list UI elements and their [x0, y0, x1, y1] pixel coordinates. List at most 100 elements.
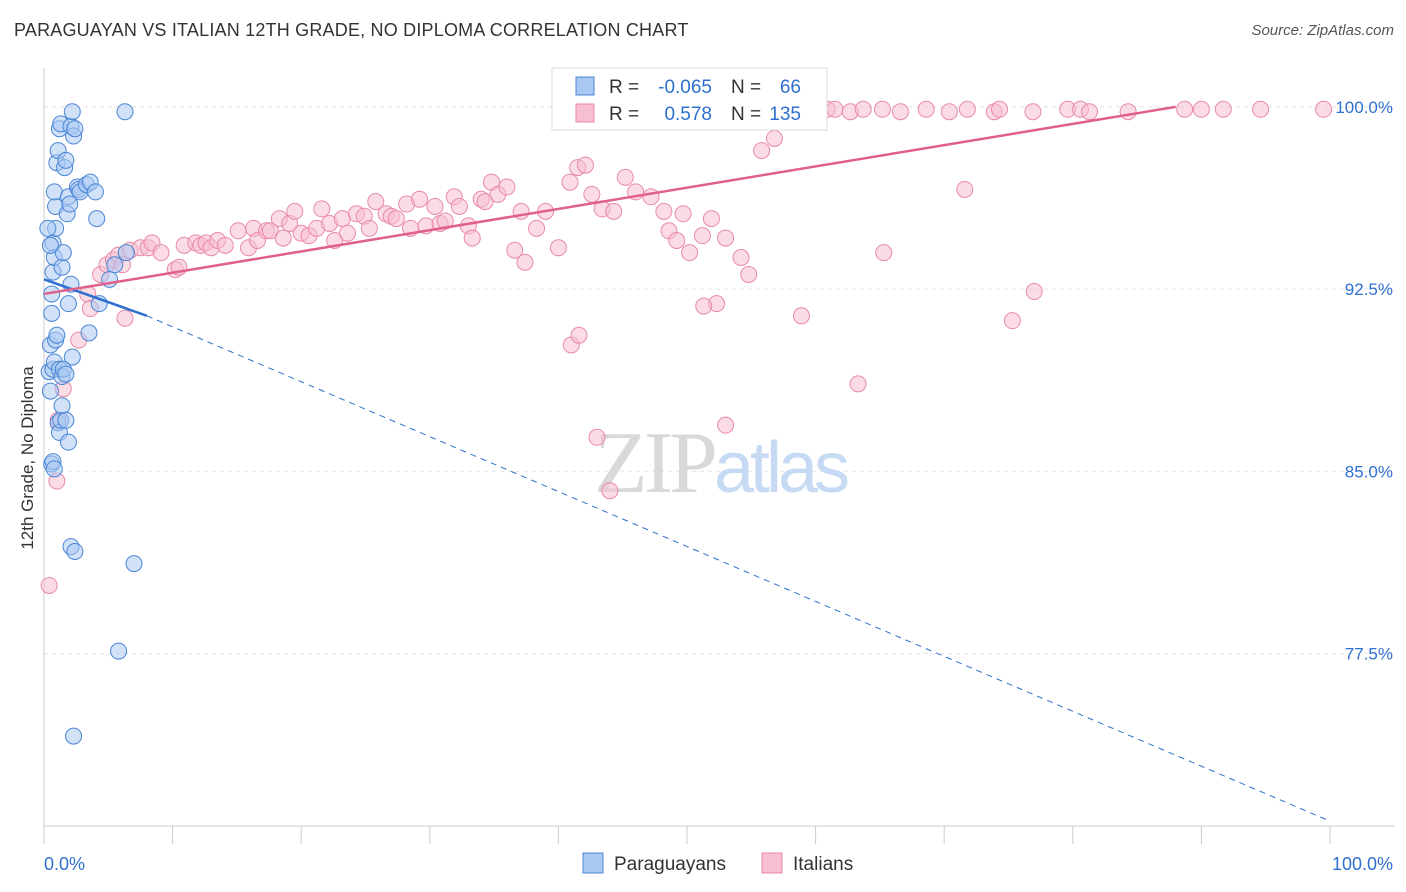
paraguayan-point [66, 120, 84, 138]
italian-point [958, 100, 976, 118]
paraguayan-point [80, 324, 98, 342]
paraguayan-point [57, 365, 75, 383]
italian-point [516, 253, 534, 271]
paraguayans-series [39, 103, 143, 745]
grid-lines [44, 106, 1395, 655]
italian-point [674, 205, 692, 223]
y-tick-label: 77.5% [1345, 645, 1393, 664]
italian-point [668, 231, 686, 249]
legend-n-value-2: 135 [769, 104, 801, 125]
paraguayan-point [53, 397, 71, 415]
legend-r-value-1: -0.065 [658, 77, 712, 98]
italian-point [616, 168, 634, 186]
italian-point [891, 103, 909, 121]
italian-point [1024, 103, 1042, 121]
italian-point [655, 202, 673, 220]
italian-point [576, 156, 594, 174]
correlation-legend: R = -0.065 N = 66 R = 0.578 N = 135 [551, 67, 828, 131]
y-axis-label: 12th Grade, No Diploma [18, 366, 37, 550]
italian-point [873, 100, 891, 118]
paraguayan-point [86, 183, 104, 201]
y-tick-label: 85.0% [1345, 462, 1393, 481]
italian-point [229, 222, 247, 240]
paraguayan-point [125, 555, 143, 573]
italian-point [450, 197, 468, 215]
italian-point [826, 100, 844, 118]
paraguayan-point [43, 304, 61, 322]
italian-point [588, 428, 606, 446]
italian-point [605, 202, 623, 220]
italian-point [367, 193, 385, 211]
italian-point [990, 100, 1008, 118]
paraguayan-point [57, 151, 75, 169]
legend-n-label-1: N = [731, 77, 761, 98]
legend-r-label-1: R = [609, 77, 639, 98]
italian-trend-line [43, 105, 1176, 296]
y-tick-label: 92.5% [1345, 280, 1393, 299]
watermark: ZIPatlas [594, 415, 848, 512]
italian-point [426, 197, 444, 215]
paraguayan-point [88, 210, 106, 228]
italian-point [261, 222, 279, 240]
italian-point [732, 249, 750, 266]
italian-point [940, 103, 958, 121]
paraguayan-point [57, 411, 75, 429]
legend-swatch-italians [575, 103, 595, 123]
italian-point [286, 202, 304, 220]
italian-point [1176, 100, 1194, 118]
italian-point [463, 229, 481, 247]
paraguayan-point [53, 258, 71, 276]
italian-point [411, 190, 429, 208]
paraguayan-trend-line [43, 278, 148, 317]
italian-point [875, 244, 893, 262]
italian-point [792, 307, 810, 325]
italian-point [601, 482, 619, 500]
italian-point [338, 224, 356, 242]
paraguayan-point [63, 348, 81, 366]
legend-n-value-1: 66 [780, 77, 801, 98]
paraguayan-point [45, 183, 63, 201]
italian-point [740, 266, 758, 284]
italian-point [40, 576, 58, 594]
italian-point [360, 219, 378, 237]
italian-point [695, 297, 713, 315]
italian-point [956, 180, 974, 198]
paraguayan-point [117, 244, 135, 262]
paraguayan-point [66, 542, 84, 560]
italian-point [642, 188, 660, 206]
italian-point [476, 193, 494, 211]
italian-point [1119, 103, 1137, 121]
italian-point [570, 326, 588, 344]
italian-point [506, 241, 524, 259]
italian-point [528, 219, 546, 237]
legend-r-label-2: R = [609, 104, 639, 125]
italians-series [40, 100, 1333, 594]
series-legend: Paraguayans Italians [582, 852, 853, 875]
paraguayan-point [65, 727, 83, 745]
paraguayan-point [116, 103, 134, 121]
legend-swatch-paraguayans [575, 76, 595, 96]
paraguayan-point [59, 295, 77, 313]
italian-point [765, 129, 783, 147]
italian-point [1214, 100, 1232, 118]
italian-point [1003, 312, 1021, 330]
italian-point [717, 229, 735, 247]
paraguayan-point [61, 195, 79, 213]
italian-point [854, 100, 872, 118]
italian-point [498, 178, 516, 196]
paraguayan-point [43, 285, 61, 303]
axes [43, 68, 1395, 844]
y-tick-labels: 100.0% 92.5% 85.0% 77.5% [1335, 98, 1393, 664]
italian-point [116, 309, 134, 327]
x-tick-label-max: 100.0% [1332, 854, 1393, 874]
italian-point [549, 239, 567, 257]
paraguayan-point [48, 326, 66, 344]
italian-point [1025, 283, 1043, 301]
paraguayan-point [41, 236, 59, 254]
paraguayan-point [41, 382, 59, 400]
bottom-legend-paraguayans: Paraguayans [614, 854, 726, 875]
paraguayan-point [45, 460, 63, 478]
source-label: Source: ZipAtlas.com [1251, 22, 1394, 39]
trend-lines [43, 105, 1331, 822]
